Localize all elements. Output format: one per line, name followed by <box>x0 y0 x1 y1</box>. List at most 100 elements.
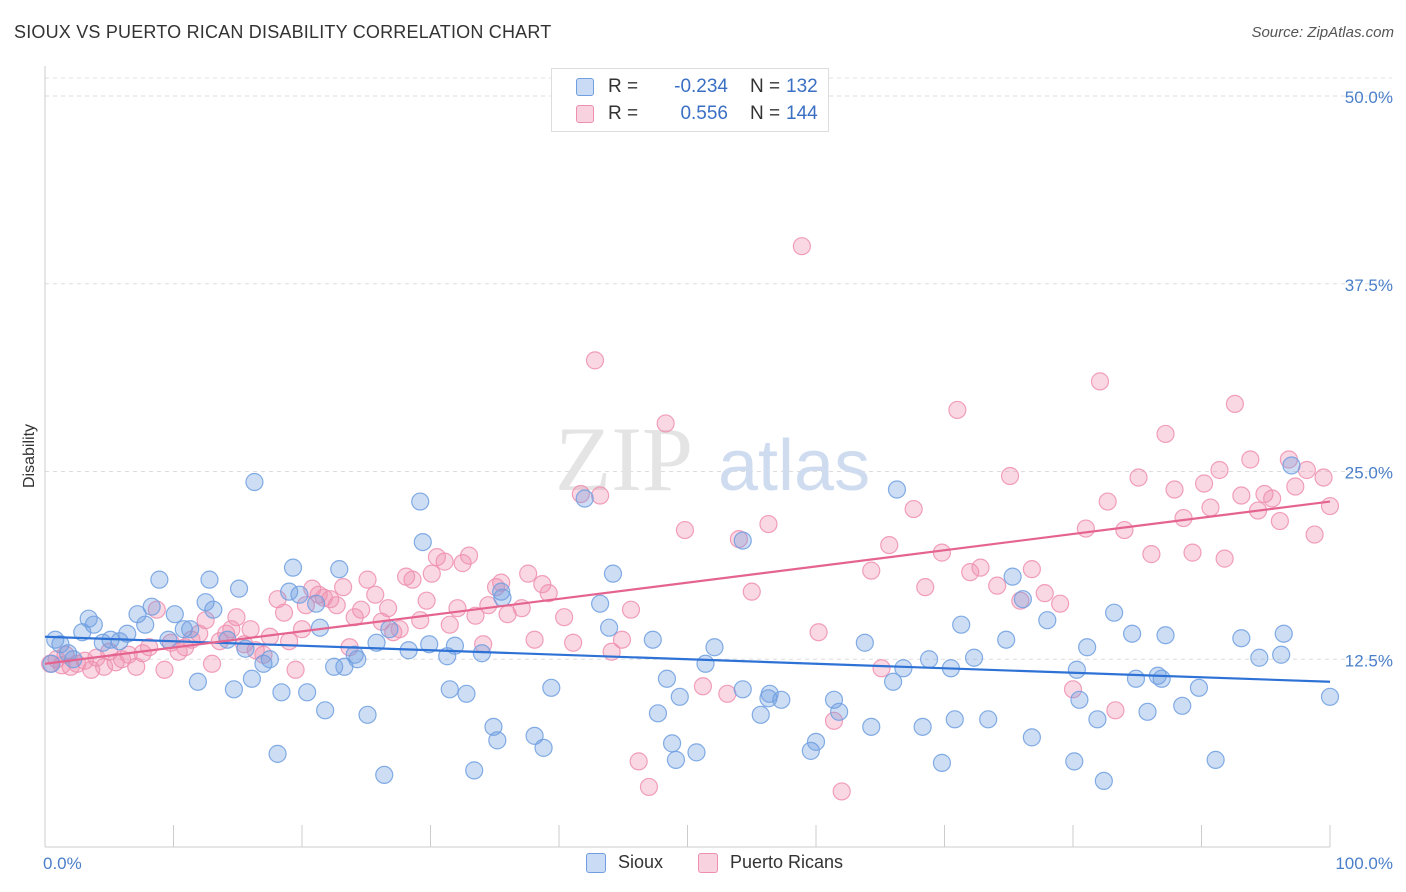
puerto-ricans-point <box>880 535 899 555</box>
sioux-point <box>883 672 903 691</box>
sioux-point <box>110 632 129 651</box>
sioux-point <box>751 705 770 724</box>
puerto-ricans-point <box>1129 468 1148 487</box>
sioux-point <box>1189 678 1209 697</box>
puerto-ricans-point <box>366 585 385 604</box>
sioux-point <box>118 624 137 643</box>
legend-r-value: 0.556 <box>680 103 728 124</box>
puerto-ricans-point <box>1115 520 1134 540</box>
legend-row-sioux: R = -0.234 N = 132 <box>576 76 818 98</box>
puerto-ricans-point <box>352 600 371 619</box>
sioux-point <box>1094 771 1113 791</box>
sioux-point <box>1078 638 1097 657</box>
puerto-ricans-point <box>1098 492 1117 511</box>
sioux-point <box>657 669 677 688</box>
watermark: ZIP atlas <box>555 408 870 510</box>
legend-n-label: N = <box>750 103 781 124</box>
legend-r-label: R = <box>608 76 639 97</box>
sioux-point <box>348 650 367 669</box>
puerto-ricans-point <box>1194 474 1214 493</box>
sioux-point <box>824 690 844 709</box>
puerto-ricans-trend-line <box>44 500 1331 665</box>
puerto-ricans-point <box>693 677 713 696</box>
puerto-ricans-point <box>1232 486 1251 505</box>
puerto-ricans-point <box>539 584 558 603</box>
sioux-point <box>666 750 686 769</box>
puerto-ricans-point <box>629 752 648 771</box>
sioux-point <box>325 657 344 676</box>
sioux-point <box>887 480 907 499</box>
sioux-point <box>1138 702 1157 721</box>
puerto-ricans-point <box>147 600 166 619</box>
legend-row-puerto-ricans: R = 0.556 N = 144 <box>576 103 818 125</box>
sioux-point <box>1272 645 1291 664</box>
sioux-point <box>772 690 791 709</box>
puerto-ricans-point <box>448 599 467 618</box>
sioux-point <box>733 680 752 699</box>
legend-swatch-puerto-ricans <box>576 105 594 123</box>
sioux-point <box>420 635 439 654</box>
sioux-point <box>687 743 706 762</box>
bottom-legend-swatch-puerto-ricans <box>698 852 718 873</box>
sioux-point <box>165 605 184 624</box>
sioux-point <box>367 633 386 652</box>
sioux-point <box>806 732 826 751</box>
sioux-point <box>1013 590 1032 609</box>
sioux-point <box>204 600 223 619</box>
puerto-ricans-point <box>872 659 891 678</box>
sioux-point <box>380 620 399 639</box>
puerto-ricans-point <box>1210 460 1229 480</box>
puerto-ricans-point <box>988 576 1007 595</box>
bottom-legend-swatch-sioux <box>586 852 606 873</box>
puerto-ricans-point <box>403 570 422 589</box>
sioux-point <box>224 680 243 699</box>
sioux-point <box>1065 752 1084 771</box>
sioux-point <box>662 734 682 753</box>
chart-title: SIOUX VS PUERTO RICAN DISABILITY CORRELA… <box>14 22 552 42</box>
sioux-point <box>330 560 349 579</box>
sioux-point <box>801 741 820 760</box>
watermark-atlas: atlas <box>718 426 870 506</box>
puerto-ricans-point <box>961 563 980 582</box>
puerto-ricans-point <box>792 237 811 256</box>
sioux-point <box>272 683 291 702</box>
puerto-ricans-point <box>222 620 241 639</box>
puerto-ricans-point <box>422 564 441 583</box>
sioux-point <box>440 680 459 699</box>
sioux-point <box>1274 624 1293 643</box>
sioux-point <box>696 654 715 673</box>
puerto-ricans-point <box>378 599 398 618</box>
puerto-ricans-point <box>971 558 990 577</box>
puerto-ricans-point <box>1263 489 1282 508</box>
sioux-point <box>181 620 200 639</box>
puerto-ricans-point <box>1270 511 1289 531</box>
sioux-point <box>174 620 193 639</box>
puerto-ricans-point <box>555 608 574 627</box>
sioux-point <box>316 701 335 720</box>
sioux-point <box>1003 567 1022 586</box>
sioux-point <box>525 726 544 745</box>
puerto-ricans-point <box>280 632 299 651</box>
puerto-ricans-point <box>202 654 222 673</box>
puerto-ricans-point <box>832 782 851 801</box>
x-tick-label: 100.0% <box>1335 854 1393 873</box>
puerto-ricans-point <box>334 578 353 597</box>
puerto-ricans-point <box>1165 480 1184 499</box>
sioux-point <box>919 650 939 669</box>
sioux-point <box>575 489 594 508</box>
sioux-point <box>979 710 998 729</box>
puerto-ricans-point <box>916 578 935 597</box>
puerto-ricans-point <box>417 591 436 610</box>
sioux-point <box>1206 750 1225 769</box>
sioux-point <box>1088 710 1107 729</box>
puerto-ricans-point <box>612 630 632 649</box>
puerto-ricans-point <box>564 633 583 652</box>
sioux-point <box>997 630 1016 649</box>
sioux-point <box>242 669 261 688</box>
sioux-point <box>603 564 623 583</box>
sioux-point <box>862 717 881 736</box>
puerto-ricans-point <box>904 499 923 519</box>
sioux-point <box>952 615 971 634</box>
sioux-point <box>260 650 279 669</box>
legend-r-value: -0.234 <box>674 76 728 97</box>
